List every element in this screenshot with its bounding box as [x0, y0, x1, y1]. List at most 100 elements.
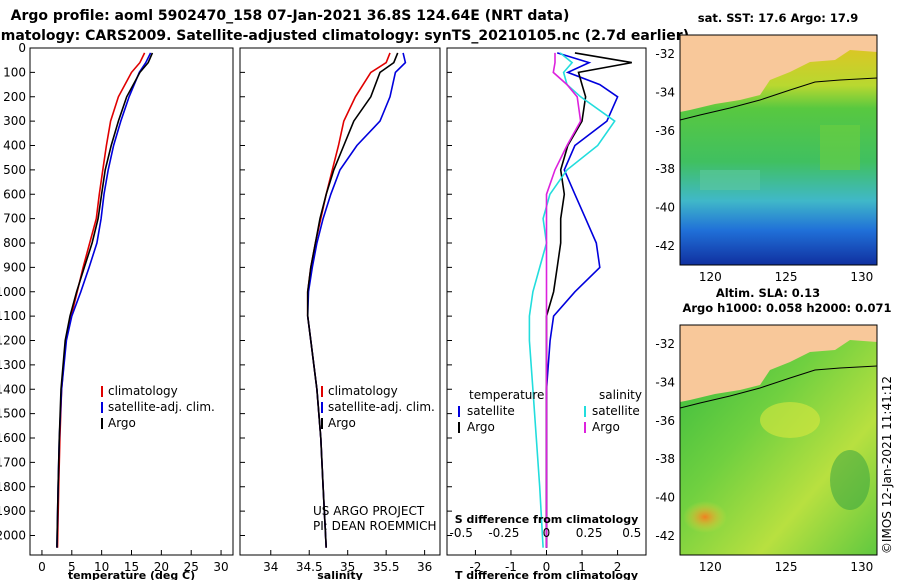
x-tick-label: 20 [154, 560, 169, 574]
s-tick-label: -0.25 [488, 526, 519, 540]
legend-entry: climatology [328, 384, 398, 398]
profile-panel-salinity: 34 34.5 35 35.5 36 salinity climatology satelli… [239, 47, 441, 582]
legend-entry: Argo [592, 420, 620, 434]
y-tick-label: 1600 [0, 431, 26, 445]
legend-entry: satellite-adj. clim. [108, 400, 215, 414]
x-tick-label: 30 [213, 560, 228, 574]
map-y-tick-label: -40 [655, 201, 675, 215]
x-tick-label: 35.5 [373, 560, 400, 574]
y-tick-label: 1700 [0, 455, 26, 469]
land-mask [680, 325, 877, 402]
x-axis-label: temperature (deg C) [68, 569, 195, 580]
map-y-tick-label: -34 [655, 86, 675, 100]
x-tick-label: -1 [505, 560, 517, 574]
legend-title-temperature: temperature [469, 388, 544, 402]
sla-map-title: Altim. SLA: 0.13 [716, 286, 820, 300]
y-tick-label: 200 [3, 90, 26, 104]
map-y-tick-label: -32 [655, 47, 675, 61]
credit-line-1: US ARGO PROJECT [313, 504, 425, 518]
x-tick-label: 15 [124, 560, 139, 574]
map-x-tick-label: 125 [775, 560, 798, 574]
s-axis-label: S difference from climatology [455, 513, 639, 526]
map-y-tick-label: -38 [655, 162, 675, 176]
y-tick-label: 400 [3, 139, 26, 153]
sst-map-frame [679, 34, 878, 266]
contour-line [680, 365, 877, 409]
profile-panel-difference: -2 -1 0 1 2T difference from climatology temp… [446, 47, 647, 582]
map-y-tick-label: -42 [655, 239, 675, 253]
credit-line-2: PI: DEAN ROEMMICH [313, 519, 436, 533]
s-tick-label: 0.25 [576, 526, 603, 540]
land-mask [680, 35, 877, 112]
y-tick-label: 0 [18, 41, 26, 55]
legend-entry: satellite [592, 404, 640, 418]
x-tick-label: 0 [543, 560, 551, 574]
legend-title-salinity: salinity [599, 388, 642, 402]
x-tick-label: 34.5 [296, 560, 323, 574]
plot-frame [239, 47, 441, 556]
legend-entry: Argo [467, 420, 495, 434]
map-x-tick-label: 130 [850, 560, 873, 574]
y-tick-label: 900 [3, 260, 26, 274]
y-tick-label: 300 [3, 114, 26, 128]
series-line-argo [56, 52, 154, 548]
legend-entry: Argo [108, 416, 136, 430]
map-x-tick-label: 125 [775, 270, 798, 284]
series-line-argo [306, 52, 399, 548]
sla-high [683, 501, 727, 533]
y-tick-label: 500 [3, 163, 26, 177]
y-tick-label: 600 [3, 187, 26, 201]
sla-map-subtitle: Argo h1000: 0.058 h2000: 0.071 [682, 301, 891, 315]
x-tick-label: 1 [578, 560, 586, 574]
profile-panel-temperature: 0100200300400500600700800900100011001200… [0, 41, 234, 582]
x-tick-label: -2 [469, 560, 481, 574]
map-y-tick-label: -36 [655, 414, 675, 428]
legend-entry: satellite-adj. clim. [328, 400, 435, 414]
s-tick-label: 0.5 [622, 526, 641, 540]
map-y-tick-label: -32 [655, 337, 675, 351]
x-axis-label: T difference from climatology [455, 569, 638, 580]
map-x-tick-label: 120 [699, 270, 722, 284]
s-tick-label: -0.5 [450, 526, 473, 540]
contour-line [680, 77, 877, 121]
sla-high [760, 402, 820, 438]
x-tick-label: 5 [68, 560, 76, 574]
sst-patch [700, 170, 760, 190]
map-axes-sla_map: 120 125 130 -32 -34 -36 -38 -40 -42 [655, 337, 873, 574]
y-tick-label: 2000 [0, 529, 26, 543]
y-tick-label: 1800 [0, 480, 26, 494]
map-y-tick-label: -40 [655, 491, 675, 505]
map-x-tick-label: 120 [699, 560, 722, 574]
x-tick-label: 2 [614, 560, 622, 574]
y-tick-label: 1000 [0, 285, 26, 299]
sst-map-title: sat. SST: 17.6 Argo: 17.9 [698, 11, 858, 25]
y-tick-label: 1100 [0, 309, 26, 323]
x-tick-label: 0 [38, 560, 46, 574]
legend-entry: Argo [328, 416, 356, 430]
x-tick-label: 34 [263, 560, 278, 574]
x-tick-label: 36 [417, 560, 432, 574]
plot-frame [29, 47, 234, 556]
map-y-tick-label: -38 [655, 452, 675, 466]
sla-low [830, 450, 870, 510]
map-y-tick-label: -34 [655, 376, 675, 390]
y-tick-label: 1400 [0, 382, 26, 396]
legend-entry: climatology [108, 384, 178, 398]
sla-map-frame [679, 324, 878, 556]
sst-patch [820, 125, 860, 170]
map-y-tick-label: -42 [655, 529, 675, 543]
y-tick-label: 100 [3, 65, 26, 79]
title-line-1: Argo profile: aoml 5902470_158 07-Jan-20… [11, 8, 570, 24]
x-tick-label: 25 [184, 560, 199, 574]
y-tick-label: 1200 [0, 334, 26, 348]
y-tick-label: 1900 [0, 504, 26, 518]
y-tick-label: 1300 [0, 358, 26, 372]
y-tick-label: 1500 [0, 407, 26, 421]
title-line-2: Climatology: CARS2009. Satellite-adjuste… [0, 28, 689, 44]
sst-map [680, 35, 877, 265]
y-tick-label: 700 [3, 212, 26, 226]
sla-map [680, 325, 877, 555]
x-tick-label: 10 [94, 560, 109, 574]
